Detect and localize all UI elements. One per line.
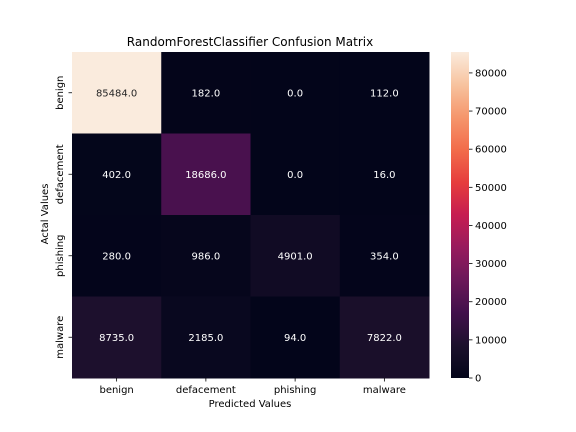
colorbar-tick-label: 60000 (475, 145, 507, 156)
heatmap-cell (72, 296, 162, 379)
cell-value-label: 18686.0 (185, 170, 226, 181)
heatmap-cell (339, 215, 430, 297)
cell-value-label: 8735.0 (99, 333, 134, 344)
heatmap-cell (72, 133, 162, 216)
heatmap-cell (250, 296, 341, 379)
x-axis-label: Predicted Values (209, 399, 292, 410)
heatmap-cell (161, 215, 251, 297)
colorbar-gradient (451, 52, 469, 378)
y-tick-labels: benign defacement phishing malware (55, 76, 72, 359)
heatmap-cell (250, 215, 341, 297)
x-tick-label: benign (99, 385, 133, 396)
heatmap-cell (339, 296, 430, 379)
heatmap-cell (72, 215, 162, 297)
cell-value-label: 280.0 (102, 251, 131, 262)
cell-value-label: 7822.0 (367, 333, 402, 344)
cell-value-label: 0.0 (287, 88, 303, 99)
x-tick-label: defacement (176, 385, 236, 396)
cell-value-label: 182.0 (192, 88, 221, 99)
colorbar-tick-label: 20000 (475, 297, 507, 308)
y-tick-label: benign (55, 76, 66, 110)
cell-value-label: 16.0 (373, 170, 395, 181)
heatmap-cell (339, 52, 430, 134)
chart-title: RandomForestClassifier Confusion Matrix (127, 35, 373, 49)
heatmap-cell (72, 52, 162, 134)
heatmap-cell (250, 52, 341, 134)
cell-value-label: 94.0 (284, 333, 306, 344)
colorbar-tick-label: 10000 (475, 335, 507, 346)
colorbar-tick-label: 40000 (475, 221, 507, 232)
colorbar-tick-label: 0 (475, 374, 481, 385)
heatmap-cell (161, 133, 251, 216)
heatmap-cells: 85484.0 182.0 0.0 112.0 402.0 18686.0 0.0 16.0 2… (72, 52, 430, 379)
cell-value-label: 0.0 (287, 170, 303, 181)
x-tick-label: malware (363, 385, 406, 396)
cell-value-label: 986.0 (192, 251, 221, 262)
cell-value-label: 85484.0 (96, 88, 137, 99)
heatmap-cell (339, 133, 430, 216)
cell-value-label: 4901.0 (278, 251, 313, 262)
x-tick-label: phishing (274, 385, 316, 396)
colorbar: 0 10000 20000 30000 40000 50000 60000 70000 8000… (451, 52, 507, 385)
cell-value-label: 354.0 (370, 251, 399, 262)
x-tick-labels: benign defacement phishing malware (99, 378, 406, 396)
cell-value-label: 112.0 (370, 88, 399, 99)
cell-value-label: 2185.0 (188, 333, 223, 344)
colorbar-tick-label: 30000 (475, 259, 507, 270)
heatmap-cell (250, 133, 341, 216)
heatmap-cell (161, 296, 251, 379)
cell-value-label: 402.0 (102, 170, 131, 181)
y-axis-label: Actal Values (40, 184, 51, 245)
y-tick-label: phishing (55, 235, 66, 277)
colorbar-tick-label: 50000 (475, 183, 507, 194)
heatmap-cell (161, 52, 251, 134)
colorbar-tick-label: 70000 (475, 107, 507, 118)
y-tick-label: defacement (55, 144, 66, 204)
y-tick-label: malware (55, 316, 66, 359)
colorbar-tick-label: 80000 (475, 68, 507, 79)
